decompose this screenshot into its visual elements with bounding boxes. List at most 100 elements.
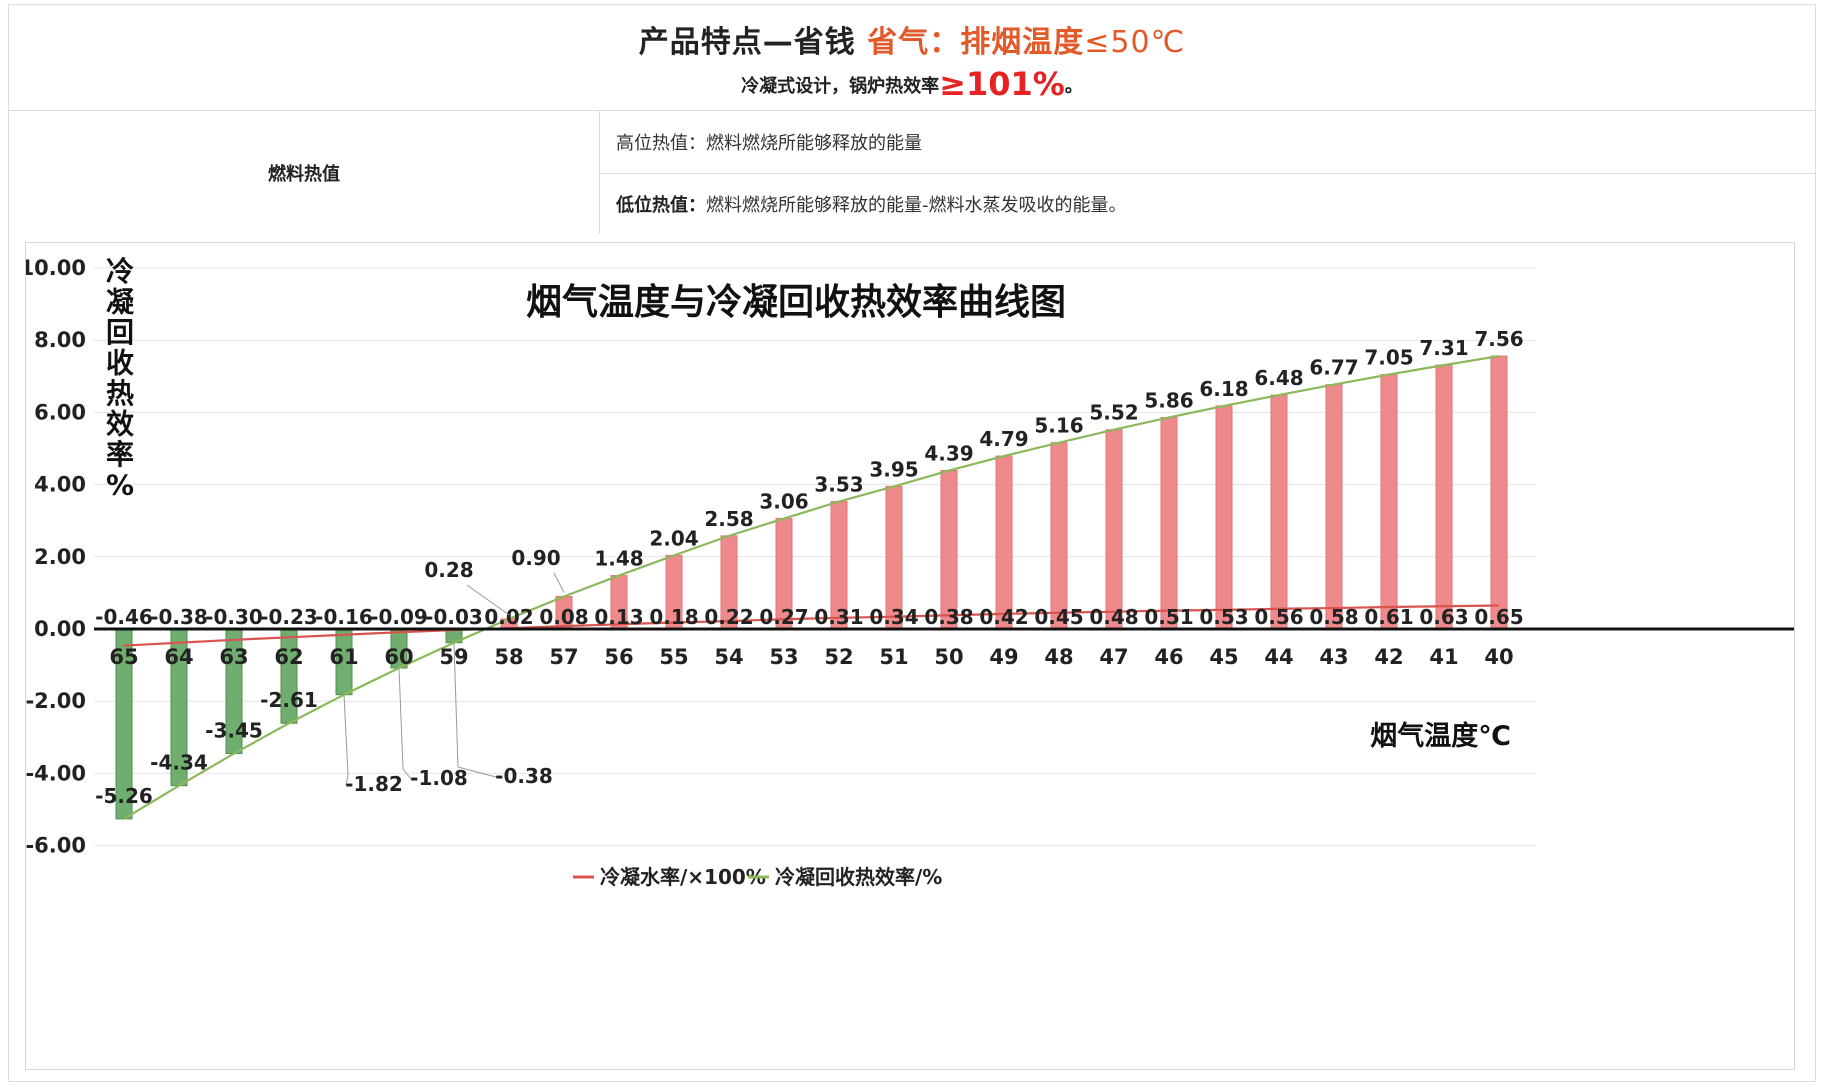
fuel-row-low-term: 低位热值： [616,195,706,216]
label-efficiency: 3.95 [869,457,918,481]
fuel-row-high: 高位热值： 燃料燃烧所能够释放的能量 [600,111,1815,174]
y-axis-label-char: 凝 [106,286,135,319]
label-condensate-rate: -0.38 [150,605,208,629]
bar-efficiency [1380,373,1398,630]
subtitle-suffix: 。 [1064,76,1083,97]
y-axis-label-char: % [106,469,134,502]
label-condensate-rate: 0.56 [1254,605,1303,629]
y-axis-label-char: 冷 [106,255,134,288]
label-efficiency: 4.39 [924,442,973,466]
x-tick-label: 65 [109,645,138,669]
label-efficiency: -0.38 [495,764,553,788]
subtitle: 冷凝式设计，锅炉热效率≥101%。 [9,65,1815,103]
bar-efficiency [1105,429,1123,630]
fuel-row-high-term: 高位热值： [616,133,706,154]
chart-frame: -0.46 -0.38 -0.30 -0.23 -0.16 -0.09 -0.03 0.02 0… [25,242,1795,1070]
bar-efficiency [1215,405,1233,630]
fuel-row-low: 低位热值： 燃料燃烧所能够释放的能量-燃料水蒸发吸收的能量。 [600,173,1815,235]
label-efficiency: 6.18 [1199,377,1248,401]
x-tick-label: 59 [439,645,468,669]
y-tick-label: -2.00 [26,689,86,713]
x-tick-label: 61 [329,645,358,669]
label-condensate-rate: 0.31 [814,605,863,629]
line-condensate-rate [123,604,1500,647]
label-efficiency: 2.58 [704,507,753,531]
label-efficiency: 5.52 [1089,401,1138,425]
chart-section: -0.46 -0.38 -0.30 -0.23 -0.16 -0.09 -0.03 0.02 0… [8,234,1816,1082]
label-efficiency: -4.34 [150,751,208,775]
y-tick-label: 2.00 [34,545,86,569]
label-condensate-rate: 0.63 [1419,605,1468,629]
label-efficiency: -1.82 [345,772,403,796]
x-tick-label: 62 [274,645,303,669]
x-tick-label: 43 [1319,645,1348,669]
label-condensate-rate: 0.22 [704,605,753,629]
leader-line [345,774,349,786]
x-tick-label: 57 [549,645,578,669]
fuel-heat-label: 燃料热值 [9,111,600,235]
x-tick-label: 64 [164,645,193,669]
x-tick-label: 53 [769,645,798,669]
label-efficiency: 1.48 [594,547,643,571]
label-condensate-rate: -0.30 [205,605,263,629]
x-tick-label: 55 [659,645,688,669]
bar-efficiency [1050,442,1068,630]
label-efficiency: 0.28 [424,558,473,582]
x-tick-label: 44 [1264,645,1293,669]
y-axis-label-char: 率 [106,438,134,471]
label-condensate-rate: 0.48 [1089,605,1138,629]
y-tick-label: -4.00 [26,761,86,785]
header: 产品特点—省钱 省气：排烟温度≤50℃ 冷凝式设计，锅炉热效率≥101%。 [8,4,1816,111]
y-axis-label-char: 收 [106,347,134,380]
label-condensate-rate: -0.09 [370,605,428,629]
y-tick-label: 6.00 [34,400,86,424]
x-tick-label: 52 [824,645,853,669]
label-condensate-rate: 0.42 [979,605,1028,629]
label-efficiency: 7.56 [1474,327,1523,351]
bar-efficiency [1160,416,1178,630]
label-condensate-rate: 0.58 [1309,605,1358,629]
label-efficiency: 5.16 [1034,414,1083,438]
x-tick-label: 48 [1044,645,1073,669]
label-condensate-rate: 0.34 [869,605,918,629]
x-axis-label: 烟气温度℃ [1370,720,1511,752]
y-axis-label-char: 热 [106,377,134,410]
label-condensate-rate: 0.38 [924,605,973,629]
fuel-row-high-desc: 燃料燃烧所能够释放的能量 [706,133,922,154]
label-condensate-rate: 0.27 [759,605,808,629]
x-tick-label: 40 [1484,645,1513,669]
x-tick-label: 45 [1209,645,1238,669]
legend-label-efficiency: 冷凝回收热效率/% [775,865,942,889]
label-efficiency: 0.90 [511,546,560,570]
leader-line [402,768,412,780]
leader-line [343,694,349,776]
label-efficiency: 7.05 [1364,345,1413,369]
label-condensate-rate: 0.13 [594,605,643,629]
y-tick-label: 10.00 [26,256,86,280]
x-tick-label: 50 [934,645,963,669]
bar-efficiency [995,455,1013,630]
label-condensate-rate: 0.61 [1364,605,1413,629]
y-tick-label: 0.00 [34,617,86,641]
page-title: 产品特点—省钱 省气：排烟温度≤50℃ [9,17,1815,61]
label-condensate-rate: 0.65 [1474,605,1523,629]
label-condensate-rate: 0.53 [1199,605,1248,629]
x-tick-label: 46 [1154,645,1183,669]
x-tick-label: 58 [494,645,523,669]
label-efficiency: 4.79 [979,427,1028,451]
leader-line [398,667,404,770]
x-tick-label: 51 [879,645,908,669]
y-axis-label-char: 效 [106,408,134,441]
label-condensate-rate: 0.02 [484,605,533,629]
title-highlight: 省气：排烟温度 [867,25,1085,60]
leader-line [466,584,510,616]
x-tick-label: 63 [219,645,248,669]
legend-label-condensate: 冷凝水率/×100% [600,865,766,889]
fuel-heat-table: 燃料热值 高位热值： 燃料燃烧所能够释放的能量 低位热值： 燃料燃烧所能够释放的能量… [8,110,1816,236]
label-efficiency: 6.48 [1254,366,1303,390]
label-efficiency: -3.45 [205,719,263,743]
label-efficiency: 2.04 [649,526,698,550]
bar-efficiency [1435,364,1453,630]
label-condensate-rate: -0.03 [425,605,483,629]
subtitle-efficiency: ≥101% [939,65,1065,103]
